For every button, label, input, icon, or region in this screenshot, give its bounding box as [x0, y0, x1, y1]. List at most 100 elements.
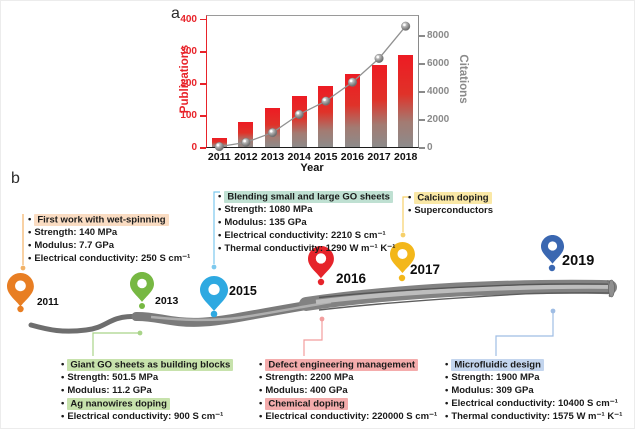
milestone-box-2016: Defect engineering management Strength: …	[259, 358, 437, 423]
left-tick-label: 100	[180, 109, 197, 121]
pin-hole	[397, 248, 408, 259]
milestone-detail: Electrical conductivity: 220000 S cm⁻¹	[265, 411, 438, 422]
milestone-detail: Thermal conductivity: 1290 W m⁻¹ K⁻¹	[224, 243, 396, 254]
connector-2016	[303, 321, 323, 356]
milestone-detail: Strength: 140 MPa	[34, 227, 118, 238]
milestone-title: Microfluidic design	[451, 358, 544, 371]
x-tick-label: 2011	[207, 151, 231, 163]
milestone-detail: Strength: 1900 MPa	[451, 372, 540, 383]
year-label-2015: 2015	[229, 284, 257, 298]
year-label-2016: 2016	[336, 271, 367, 286]
milestone-detail: Electrical conductivity: 2210 S cm⁻¹	[224, 230, 386, 241]
year-label-2019: 2019	[562, 253, 595, 269]
connector-dot-2016	[319, 316, 325, 322]
connector-dot-2019	[550, 308, 556, 314]
milestone-title: Blending small and large GO sheets	[224, 190, 393, 203]
marker-highlight	[403, 23, 406, 27]
marker-highlight	[243, 139, 246, 143]
pin-2019	[541, 235, 565, 272]
bar-2014	[291, 95, 307, 148]
milestone-detail: Modulus: 135 GPa	[224, 217, 307, 228]
citations-line	[219, 25, 407, 148]
left-tick-mark	[200, 51, 206, 53]
right-tick-label: 6000	[427, 58, 450, 69]
milestone-title: Giant GO sheets as building blocks	[67, 358, 234, 371]
milestone-detail: Superconductors	[414, 205, 493, 216]
ribbon-end-cap	[608, 279, 615, 298]
panel-b-label: b	[11, 170, 20, 187]
pin-base-dot	[139, 303, 145, 309]
x-tick-label: 2017	[367, 151, 391, 163]
x-axis-title: Year	[300, 162, 324, 174]
pin-hole	[208, 283, 220, 296]
bar-2016	[344, 73, 360, 148]
marker-highlight	[216, 144, 220, 147]
left-tick-label: 200	[180, 77, 197, 89]
pin-2011	[7, 273, 34, 313]
milestone-detail: Strength: 1080 MPa	[224, 204, 313, 215]
milestone-detail: Electrical conductivity: 10400 S cm⁻¹	[451, 398, 618, 409]
right-tick-mark	[419, 91, 425, 93]
pin-base-dot	[398, 274, 406, 282]
year-label-2011: 2011	[37, 297, 59, 308]
x-tick-label: 2012	[234, 151, 258, 163]
milestone-box-2013: Giant GO sheets as building blocks Stren…	[61, 358, 234, 423]
pin-2017	[390, 242, 415, 282]
connector-2019	[495, 313, 554, 356]
milestone-detail: Strength: 2200 MPa	[265, 372, 354, 383]
x-tick-label: 2016	[340, 151, 365, 163]
right-tick-mark	[419, 63, 425, 65]
milestone-title: Calcium doping	[414, 191, 492, 204]
connector-2013	[92, 332, 138, 356]
milestone-detail: Thermal conductivity: 1575 W m⁻¹ K⁻¹	[451, 411, 623, 422]
pin-hole	[315, 253, 327, 264]
marker-highlight	[323, 98, 326, 102]
connector-dot-2013	[137, 330, 143, 336]
milestone-subtitle: Ag nanowires doping	[67, 397, 170, 410]
pin-hole	[137, 278, 147, 289]
timeline-ribbon	[28, 279, 617, 334]
milestone-detail: Modulus: 11.2 GPa	[67, 385, 152, 396]
left-tick-mark	[200, 83, 206, 85]
pin-base-dot	[17, 305, 24, 313]
x-tick-label: 2015	[314, 151, 338, 163]
connector-dot-2015	[211, 264, 217, 270]
bar-2013	[265, 107, 281, 148]
pin-2015	[200, 276, 229, 318]
marker-highlight	[349, 79, 353, 83]
right-tick-mark	[419, 35, 425, 37]
pin-hole	[547, 241, 558, 251]
milestone-box-2011: First work with wet-spinning Strength: 1…	[28, 213, 190, 265]
milestone-detail: Strength: 501.5 MPa	[67, 372, 159, 383]
marker-highlight	[376, 55, 380, 59]
x-tick-label: 2014	[287, 151, 311, 163]
left-tick-mark	[200, 115, 206, 117]
right-tick-label: 8000	[427, 30, 450, 41]
milestone-detail: Modulus: 7.7 GPa	[34, 240, 115, 251]
bar-2018	[398, 54, 414, 148]
milestone-detail: Electrical conductivity: 900 S cm⁻¹	[67, 411, 224, 422]
year-label-2017: 2017	[410, 262, 441, 277]
milestone-subtitle: Chemical doping	[265, 397, 348, 410]
milestone-detail: Modulus: 309 GPa	[451, 385, 534, 396]
pin-base-dot	[548, 264, 556, 272]
left-tick-label: 0	[191, 142, 197, 153]
milestone-box-2015: Blending small and large GO sheets Stren…	[218, 190, 395, 255]
milestone-title: First work with wet-spinning	[34, 213, 169, 226]
pin-2013	[130, 272, 154, 309]
bar-2017	[371, 64, 387, 148]
milestone-detail: Electrical conductivity: 250 S cm⁻¹	[34, 253, 191, 264]
milestone-title: Defect engineering management	[265, 358, 419, 371]
left-tick-mark	[200, 19, 206, 21]
connector-dot-2017	[400, 232, 406, 238]
x-tick-label: 2013	[260, 151, 285, 163]
left-tick-label: 400	[180, 13, 197, 25]
milestone-box-2019: Microfluidic design Strength: 1900 MPa M…	[445, 358, 622, 423]
plot-frame	[206, 15, 419, 148]
marker-highlight	[269, 130, 273, 133]
connector-dot-2011	[20, 265, 26, 271]
pin-base-dot	[210, 310, 218, 318]
